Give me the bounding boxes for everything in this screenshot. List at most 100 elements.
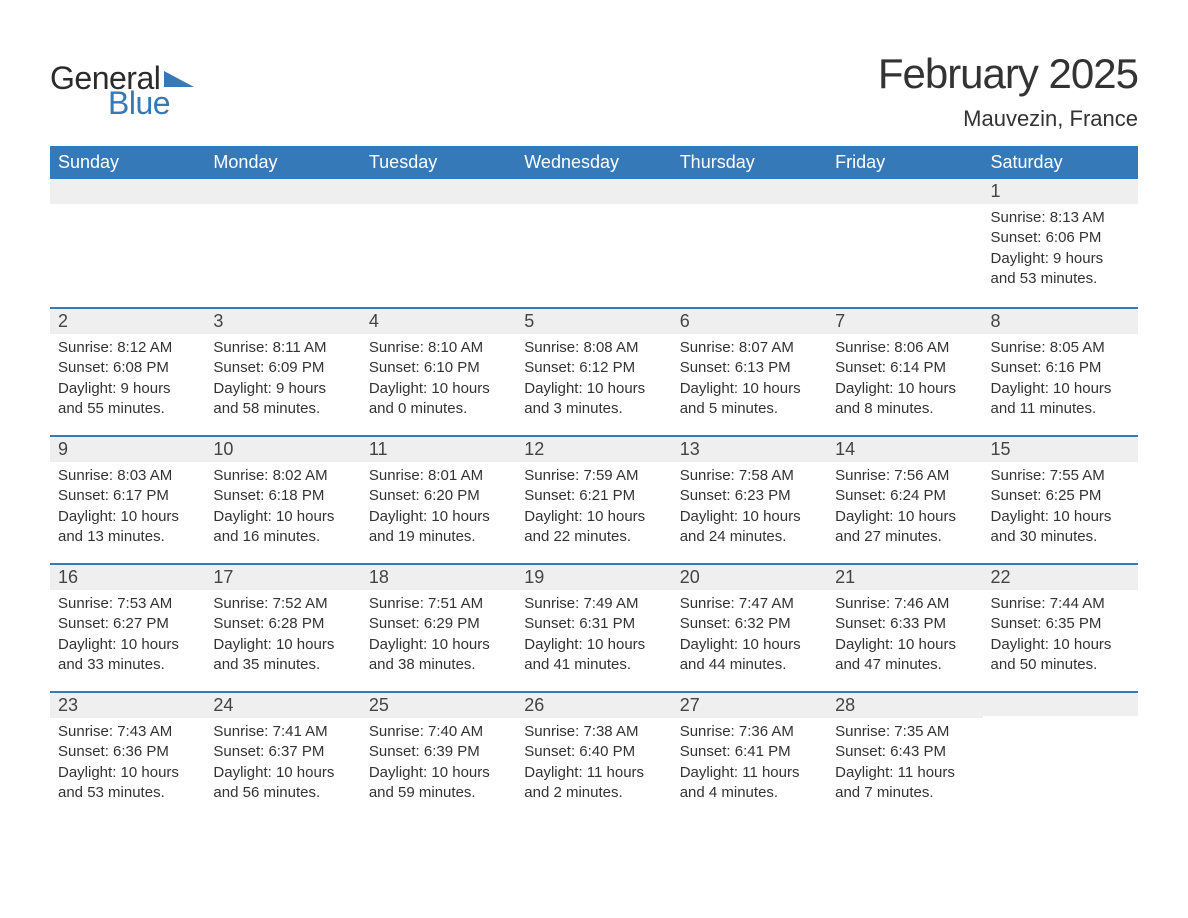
month-title: February 2025 [878, 50, 1138, 98]
day-number: 12 [516, 435, 671, 462]
empty-day-stripe [983, 691, 1138, 716]
sunrise-line: Sunrise: 7:43 AM [58, 722, 197, 742]
sunrise-line: Sunrise: 8:05 AM [991, 338, 1130, 358]
day-details: Sunrise: 7:52 AMSunset: 6:28 PMDaylight:… [205, 590, 360, 683]
calendar-day-cell [983, 691, 1138, 819]
daylight-line: Daylight: 10 hours and 11 minutes. [991, 379, 1130, 420]
sunset-line: Sunset: 6:29 PM [369, 614, 508, 634]
daylight-line: Daylight: 9 hours and 55 minutes. [58, 379, 197, 420]
calendar-day-cell: 5Sunrise: 8:08 AMSunset: 6:12 PMDaylight… [516, 307, 671, 435]
sunset-line: Sunset: 6:27 PM [58, 614, 197, 634]
sunrise-line: Sunrise: 7:52 AM [213, 594, 352, 614]
title-block: February 2025 Mauvezin, France [878, 50, 1138, 136]
empty-day-stripe [361, 179, 516, 204]
calendar-day-cell: 8Sunrise: 8:05 AMSunset: 6:16 PMDaylight… [983, 307, 1138, 435]
calendar-day-cell: 27Sunrise: 7:36 AMSunset: 6:41 PMDayligh… [672, 691, 827, 819]
day-number: 22 [983, 563, 1138, 590]
sunset-line: Sunset: 6:08 PM [58, 358, 197, 378]
weekday-header: Friday [827, 146, 982, 179]
day-number: 7 [827, 307, 982, 334]
weekday-header: Thursday [672, 146, 827, 179]
sunset-line: Sunset: 6:24 PM [835, 486, 974, 506]
sunset-line: Sunset: 6:21 PM [524, 486, 663, 506]
daylight-line: Daylight: 10 hours and 53 minutes. [58, 763, 197, 804]
sunset-line: Sunset: 6:23 PM [680, 486, 819, 506]
day-details: Sunrise: 7:49 AMSunset: 6:31 PMDaylight:… [516, 590, 671, 683]
calendar-day-cell [672, 179, 827, 307]
page-header: General Blue February 2025 Mauvezin, Fra… [50, 50, 1138, 136]
day-number: 28 [827, 691, 982, 718]
calendar-day-cell: 7Sunrise: 8:06 AMSunset: 6:14 PMDaylight… [827, 307, 982, 435]
day-details: Sunrise: 7:36 AMSunset: 6:41 PMDaylight:… [672, 718, 827, 811]
calendar-day-cell: 6Sunrise: 8:07 AMSunset: 6:13 PMDaylight… [672, 307, 827, 435]
calendar-day-cell: 3Sunrise: 8:11 AMSunset: 6:09 PMDaylight… [205, 307, 360, 435]
weekday-header: Monday [205, 146, 360, 179]
calendar-body: 1Sunrise: 8:13 AMSunset: 6:06 PMDaylight… [50, 179, 1138, 819]
weekday-header: Saturday [983, 146, 1138, 179]
day-number: 15 [983, 435, 1138, 462]
daylight-line: Daylight: 10 hours and 56 minutes. [213, 763, 352, 804]
daylight-line: Daylight: 10 hours and 59 minutes. [369, 763, 508, 804]
sunrise-line: Sunrise: 7:46 AM [835, 594, 974, 614]
sunset-line: Sunset: 6:37 PM [213, 742, 352, 762]
sunrise-line: Sunrise: 7:49 AM [524, 594, 663, 614]
daylight-line: Daylight: 10 hours and 16 minutes. [213, 507, 352, 548]
day-details: Sunrise: 7:35 AMSunset: 6:43 PMDaylight:… [827, 718, 982, 811]
day-details: Sunrise: 7:46 AMSunset: 6:33 PMDaylight:… [827, 590, 982, 683]
daylight-line: Daylight: 10 hours and 24 minutes. [680, 507, 819, 548]
sunset-line: Sunset: 6:09 PM [213, 358, 352, 378]
calendar-day-cell: 22Sunrise: 7:44 AMSunset: 6:35 PMDayligh… [983, 563, 1138, 691]
day-number: 25 [361, 691, 516, 718]
daylight-line: Daylight: 10 hours and 0 minutes. [369, 379, 508, 420]
calendar-day-cell [205, 179, 360, 307]
calendar-day-cell: 20Sunrise: 7:47 AMSunset: 6:32 PMDayligh… [672, 563, 827, 691]
daylight-line: Daylight: 10 hours and 8 minutes. [835, 379, 974, 420]
sunrise-line: Sunrise: 8:13 AM [991, 208, 1130, 228]
daylight-line: Daylight: 10 hours and 41 minutes. [524, 635, 663, 676]
sunrise-line: Sunrise: 8:02 AM [213, 466, 352, 486]
sunset-line: Sunset: 6:43 PM [835, 742, 974, 762]
sunrise-line: Sunrise: 7:47 AM [680, 594, 819, 614]
day-number: 13 [672, 435, 827, 462]
sunrise-line: Sunrise: 7:53 AM [58, 594, 197, 614]
day-number: 4 [361, 307, 516, 334]
sunrise-line: Sunrise: 7:55 AM [991, 466, 1130, 486]
day-details: Sunrise: 7:44 AMSunset: 6:35 PMDaylight:… [983, 590, 1138, 683]
calendar-week-row: 1Sunrise: 8:13 AMSunset: 6:06 PMDaylight… [50, 179, 1138, 307]
sunset-line: Sunset: 6:17 PM [58, 486, 197, 506]
day-details: Sunrise: 8:07 AMSunset: 6:13 PMDaylight:… [672, 334, 827, 427]
sunrise-line: Sunrise: 7:56 AM [835, 466, 974, 486]
day-details: Sunrise: 7:53 AMSunset: 6:27 PMDaylight:… [50, 590, 205, 683]
sunset-line: Sunset: 6:39 PM [369, 742, 508, 762]
day-details: Sunrise: 7:55 AMSunset: 6:25 PMDaylight:… [983, 462, 1138, 555]
sunset-line: Sunset: 6:13 PM [680, 358, 819, 378]
daylight-line: Daylight: 11 hours and 4 minutes. [680, 763, 819, 804]
day-details: Sunrise: 7:38 AMSunset: 6:40 PMDaylight:… [516, 718, 671, 811]
daylight-line: Daylight: 10 hours and 27 minutes. [835, 507, 974, 548]
daylight-line: Daylight: 10 hours and 50 minutes. [991, 635, 1130, 676]
calendar-day-cell: 11Sunrise: 8:01 AMSunset: 6:20 PMDayligh… [361, 435, 516, 563]
daylight-line: Daylight: 11 hours and 7 minutes. [835, 763, 974, 804]
sunset-line: Sunset: 6:33 PM [835, 614, 974, 634]
day-number: 14 [827, 435, 982, 462]
sunrise-line: Sunrise: 8:03 AM [58, 466, 197, 486]
sunrise-line: Sunrise: 8:01 AM [369, 466, 508, 486]
sunrise-line: Sunrise: 7:59 AM [524, 466, 663, 486]
sunset-line: Sunset: 6:06 PM [991, 228, 1130, 248]
sunset-line: Sunset: 6:14 PM [835, 358, 974, 378]
day-details: Sunrise: 8:11 AMSunset: 6:09 PMDaylight:… [205, 334, 360, 427]
calendar-table: SundayMondayTuesdayWednesdayThursdayFrid… [50, 146, 1138, 819]
calendar-day-cell: 16Sunrise: 7:53 AMSunset: 6:27 PMDayligh… [50, 563, 205, 691]
daylight-line: Daylight: 9 hours and 58 minutes. [213, 379, 352, 420]
sunrise-line: Sunrise: 7:58 AM [680, 466, 819, 486]
calendar-day-cell: 14 Sunrise: 7:56 AMSunset: 6:24 PMDayligh… [827, 435, 982, 563]
daylight-line: Daylight: 10 hours and 22 minutes. [524, 507, 663, 548]
day-details: Sunrise: 8:01 AMSunset: 6:20 PMDaylight:… [361, 462, 516, 555]
empty-day-stripe [672, 179, 827, 204]
daylight-line: Daylight: 10 hours and 47 minutes. [835, 635, 974, 676]
day-details: Sunrise: 7:59 AMSunset: 6:21 PMDaylight:… [516, 462, 671, 555]
sunrise-line: Sunrise: 8:10 AM [369, 338, 508, 358]
calendar-day-cell: 4Sunrise: 8:10 AMSunset: 6:10 PMDaylight… [361, 307, 516, 435]
day-number: 23 [50, 691, 205, 718]
sunset-line: Sunset: 6:35 PM [991, 614, 1130, 634]
